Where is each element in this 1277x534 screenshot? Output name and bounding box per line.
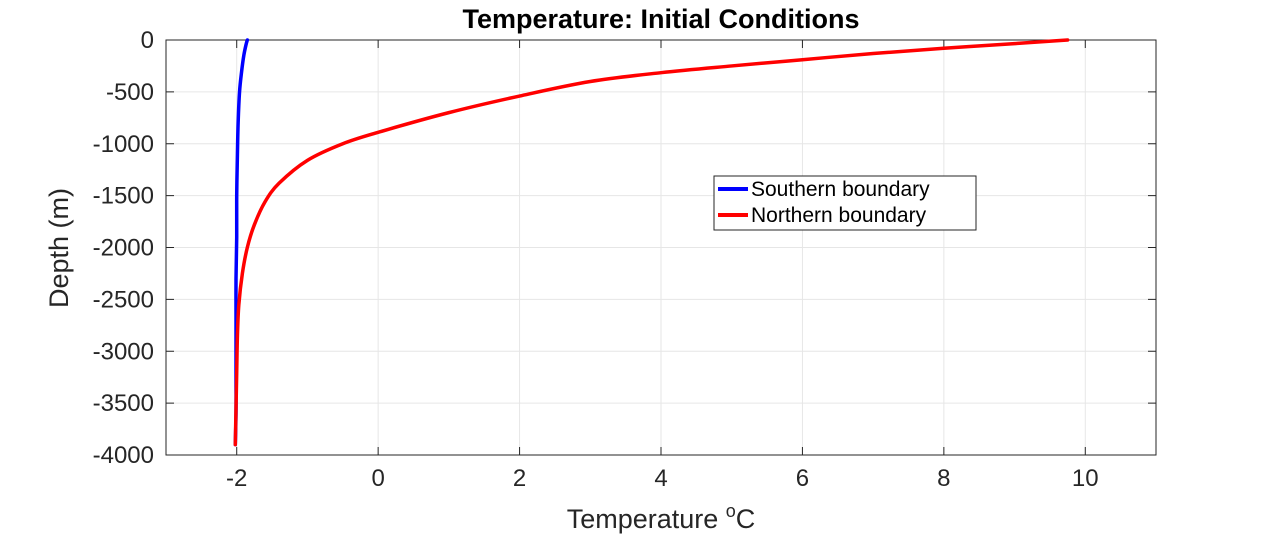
legend-box — [713, 175, 977, 231]
y-tick-label: -3500 — [93, 390, 154, 417]
x-tick-label: 4 — [654, 465, 667, 492]
y-tick-labels: 0 -500 -1000 -1500 -2000 -2500 -3000 -3500 -4000 — [93, 27, 154, 469]
x-tick-label: 2 — [513, 465, 526, 492]
x-tick-label: 10 — [1072, 465, 1099, 492]
tick-marks — [166, 39, 1156, 456]
southern-boundary-legend-label: Southern boundary — [751, 178, 930, 201]
y-tick-label: -1000 — [93, 131, 154, 158]
x-tick-label: 0 — [371, 465, 384, 492]
y-tick-label: -500 — [106, 79, 154, 106]
y-tick-label: -1500 — [93, 183, 154, 210]
y-tick-label: -2500 — [93, 286, 154, 313]
x-axis-label-superscript: o — [726, 501, 736, 521]
x-tick-label: -2 — [226, 465, 247, 492]
x-axis-label-main: Temperature — [567, 504, 726, 534]
northern-boundary-legend-label: Northern boundary — [751, 204, 927, 227]
y-tick-label: -3000 — [93, 338, 154, 365]
y-axis-label: Depth (m) — [44, 188, 74, 308]
y-tick-label: 0 — [141, 27, 154, 54]
x-tick-label: 8 — [937, 465, 950, 492]
northern-boundary-line — [233, 38, 1070, 447]
chart-title: Temperature: Initial Conditions — [462, 4, 859, 34]
y-tick-label: -4000 — [93, 442, 154, 469]
x-tick-labels: -2 0 2 4 6 8 10 — [226, 465, 1099, 492]
x-axis-label-unit: C — [736, 504, 756, 534]
x-tick-label: 6 — [796, 465, 809, 492]
x-axis-label: Temperature oC — [567, 501, 756, 534]
y-tick-label: -2000 — [93, 235, 154, 262]
legend: Southern boundary Northern boundary — [713, 175, 977, 231]
series-lines — [233, 38, 1070, 447]
